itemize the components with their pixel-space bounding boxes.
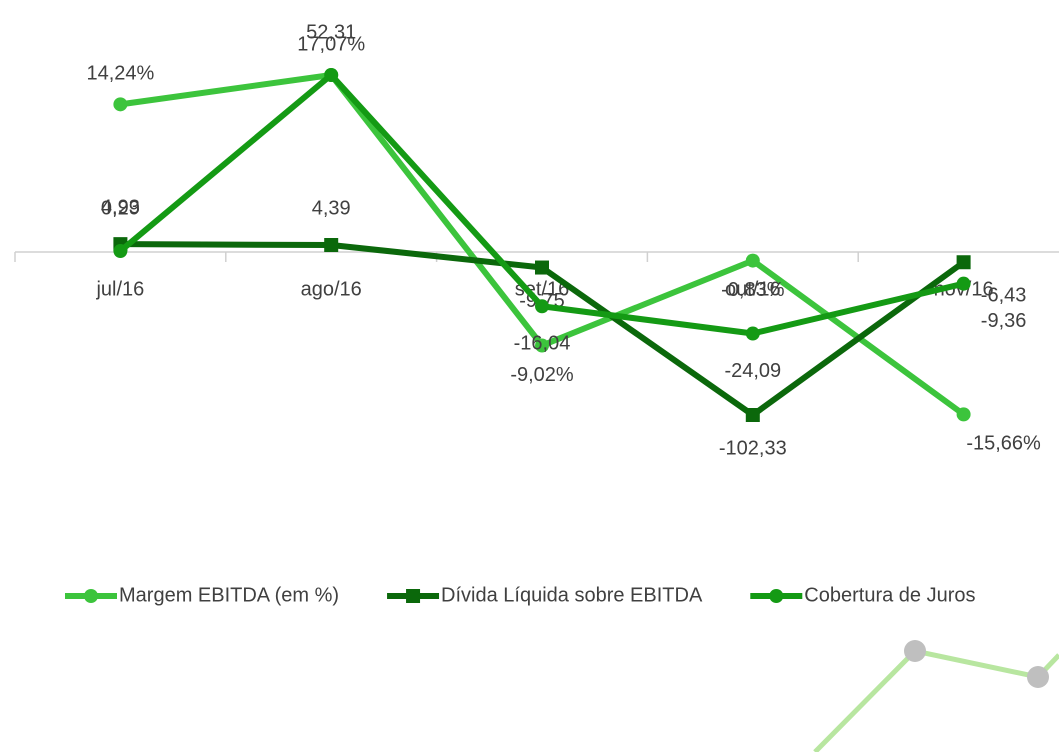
data-label: -0,83% — [721, 279, 785, 301]
data-label: -9,36 — [981, 310, 1027, 332]
marker — [535, 299, 549, 314]
background-line — [813, 648, 1059, 752]
marker — [745, 253, 760, 268]
legend-marker — [84, 589, 98, 603]
marker — [535, 260, 549, 275]
background-marker — [904, 640, 926, 662]
marker — [956, 255, 971, 270]
data-label: -6,43 — [981, 285, 1027, 307]
legend-label: Margem EBITDA (em %) — [119, 584, 339, 606]
legend-marker — [406, 589, 421, 603]
decoration — [813, 640, 1059, 752]
data-label: 4,39 — [312, 197, 351, 219]
data-label: 14,24% — [86, 63, 154, 85]
data-label: 52,31 — [306, 21, 356, 43]
marker — [324, 68, 339, 82]
x-tick-label: ago/16 — [301, 278, 362, 300]
marker — [113, 244, 128, 259]
x-tick-label: out/16 — [725, 278, 781, 300]
legend-label: Dívida Líquida sobre EBITDA — [441, 584, 703, 606]
data-label: 17,07% — [297, 33, 365, 55]
data-label: -9,02% — [510, 364, 574, 386]
background-marker — [1027, 666, 1049, 688]
marker — [956, 276, 971, 291]
data-label: 4,93 — [101, 196, 140, 218]
marker — [745, 408, 760, 422]
data-label: -102,33 — [719, 437, 787, 459]
data-label: -24,09 — [724, 360, 781, 382]
legend-label: Cobertura de Juros — [804, 584, 975, 606]
marker — [745, 326, 760, 341]
marker — [535, 338, 549, 353]
legend-marker — [769, 589, 784, 603]
data-label: 0,29 — [101, 197, 140, 219]
marker — [324, 238, 339, 253]
x-tick-label: jul/16 — [95, 278, 144, 300]
marker — [956, 407, 971, 422]
marker — [113, 97, 128, 112]
data-label: -15,66% — [966, 433, 1041, 455]
data-label: -16,04 — [514, 333, 571, 355]
